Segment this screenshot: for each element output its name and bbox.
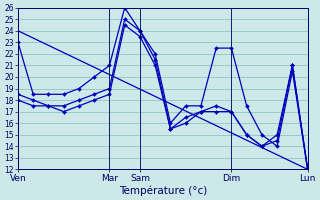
X-axis label: Température (°c): Température (°c) xyxy=(119,185,207,196)
